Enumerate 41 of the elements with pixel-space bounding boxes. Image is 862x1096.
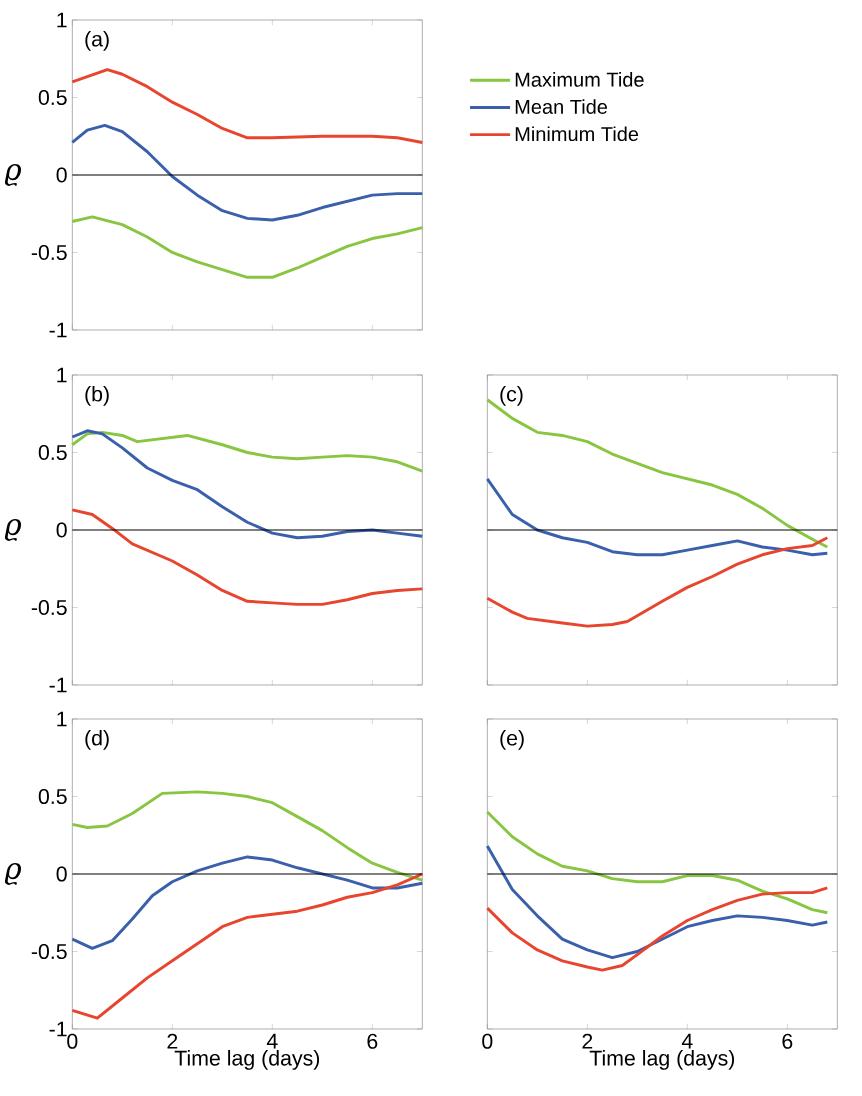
y-tick-label: 1	[57, 711, 67, 727]
x-tick-label: 6	[782, 1033, 793, 1049]
x-tick-label: 0	[67, 1033, 78, 1049]
y-tick-label: -1	[49, 677, 67, 693]
y-axis-title: ϱ	[4, 164, 21, 186]
y-tick-label: 1	[57, 12, 67, 28]
line-series	[70, 508, 424, 606]
y-tick-label: 0	[56, 167, 67, 183]
line-series	[70, 215, 424, 279]
y-tick-label: -1	[49, 322, 67, 338]
y-tick-label: 0.5	[38, 444, 67, 461]
chart-title: (a)	[85, 30, 109, 51]
x-tick-label: 2	[167, 1033, 178, 1049]
y-tick-label: 0.5	[38, 788, 67, 805]
chart-title: (e)	[500, 729, 524, 750]
line-series	[70, 429, 424, 540]
x-tick-label: 4	[681, 1033, 693, 1049]
y-tick-label: 0	[56, 866, 67, 882]
chart-title: (c)	[500, 385, 523, 406]
x-tick-label: 0	[482, 1033, 493, 1049]
y-axis-title: ϱ	[4, 519, 21, 541]
line-series	[70, 790, 424, 882]
x-tick-label: 2	[582, 1033, 593, 1049]
legend-label: Minimum Tide	[515, 126, 638, 142]
y-tick-label: -1	[49, 1021, 67, 1037]
chart-title: (d)	[85, 729, 109, 750]
y-tick-label: 1	[57, 367, 67, 383]
y-tick-label: -0.5	[31, 943, 67, 960]
y-tick-label: 0	[56, 522, 67, 538]
x-tick-label: 6	[367, 1033, 378, 1049]
legend-label: Maximum Tide	[515, 72, 644, 87]
legend-label: Mean Tide	[515, 99, 607, 114]
y-axis-title: ϱ	[4, 863, 21, 885]
y-tick-label: 0.5	[38, 89, 67, 106]
x-axis-title: Time lag (days)	[589, 1049, 734, 1070]
x-axis-title: Time lag (days)	[174, 1049, 319, 1070]
x-tick-label: 4	[266, 1033, 278, 1049]
y-tick-label: -0.5	[31, 599, 67, 616]
line-series	[70, 68, 424, 144]
chart-title: (b)	[85, 385, 109, 406]
y-tick-label: -0.5	[31, 244, 67, 261]
